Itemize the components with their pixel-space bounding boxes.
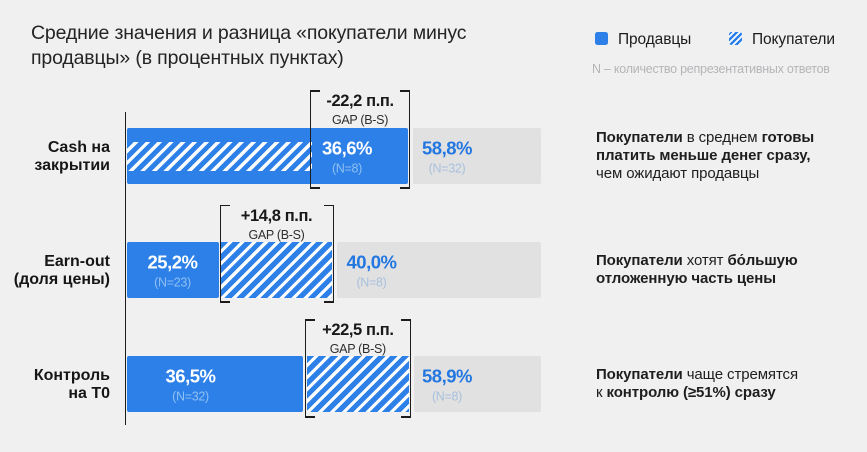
legend-buyers-swatch <box>728 32 742 45</box>
row3-annotation: Покупатели чаще стремятся к контролю (≥51… <box>596 365 798 401</box>
row2-gap-note: +14,8 п.п. GAP (B-S) <box>240 206 313 243</box>
row-category-label: Cash на закрытии <box>34 138 110 174</box>
row2-buyer-value: 40,0% (N=8) <box>346 251 397 289</box>
axis-line <box>124 112 127 425</box>
chart-title-line1: Средние значения и разница «покупатели м… <box>31 22 467 44</box>
row2-gray-bar <box>336 241 541 298</box>
row2-gap-value: +14,8 п.п. <box>240 206 313 225</box>
legend-note: N – количество репрезентативных ответов <box>592 62 830 76</box>
row1-gap-bracket <box>310 90 410 189</box>
row3-gap-note: +22,5 п.п. GAP (B-S) <box>322 320 394 357</box>
chart-title-line2: продавцы» (в процентных пунктах) <box>31 47 344 69</box>
row3-gap-sublabel: GAP (B-S) <box>329 342 386 356</box>
chart-title: Средние значения и разница «покупатели м… <box>31 21 466 71</box>
row2-gap-sublabel: GAP (B-S) <box>248 227 305 242</box>
row3-buyer-value: 58,9% (N=8) <box>422 365 472 403</box>
row1-gap-note: -22,2 п.п. GAP (B-S) <box>326 91 394 128</box>
row1-buyer-hatch-bar <box>126 141 312 171</box>
row3-buyer-hatch-bar <box>306 355 409 412</box>
row3-gap-bracket <box>305 319 411 418</box>
row2-gap-bracket <box>219 204 334 303</box>
row2-buyer-hatch-bar <box>221 241 332 298</box>
row2-seller-value: 25,2% (N=23) <box>147 251 198 289</box>
legend-sellers-label: Продавцы <box>618 30 692 48</box>
row3-seller-bar <box>126 355 303 412</box>
row3-gap-value: +22,5 п.п. <box>322 321 394 339</box>
row-category-label: Контроль на Т0 <box>33 366 110 402</box>
row1-gray-bar <box>413 127 541 184</box>
row3-gray-bar <box>413 355 541 412</box>
row3-seller-value: 36,5% (N=32) <box>165 365 216 403</box>
legend-sellers-swatch <box>595 32 608 45</box>
row1-annotation: Покупатели в среднем готовы платить меньш… <box>596 128 815 182</box>
row-category-label: Earn-out (доля цены) <box>13 252 110 288</box>
row1-buyer-value: 36,6% (N=8) <box>322 137 372 175</box>
row1-gap-value: -22,2 п.п. <box>326 92 394 110</box>
row1-gap-sublabel: GAP (B-S) <box>331 113 389 127</box>
legend-buyers-label: Покупатели <box>752 30 835 48</box>
row1-seller-value: 58,8% (N=32) <box>422 137 472 175</box>
row2-annotation: Покупатели хотят бо́льшую отложенную част… <box>596 251 798 287</box>
row2-seller-bar <box>126 241 219 298</box>
